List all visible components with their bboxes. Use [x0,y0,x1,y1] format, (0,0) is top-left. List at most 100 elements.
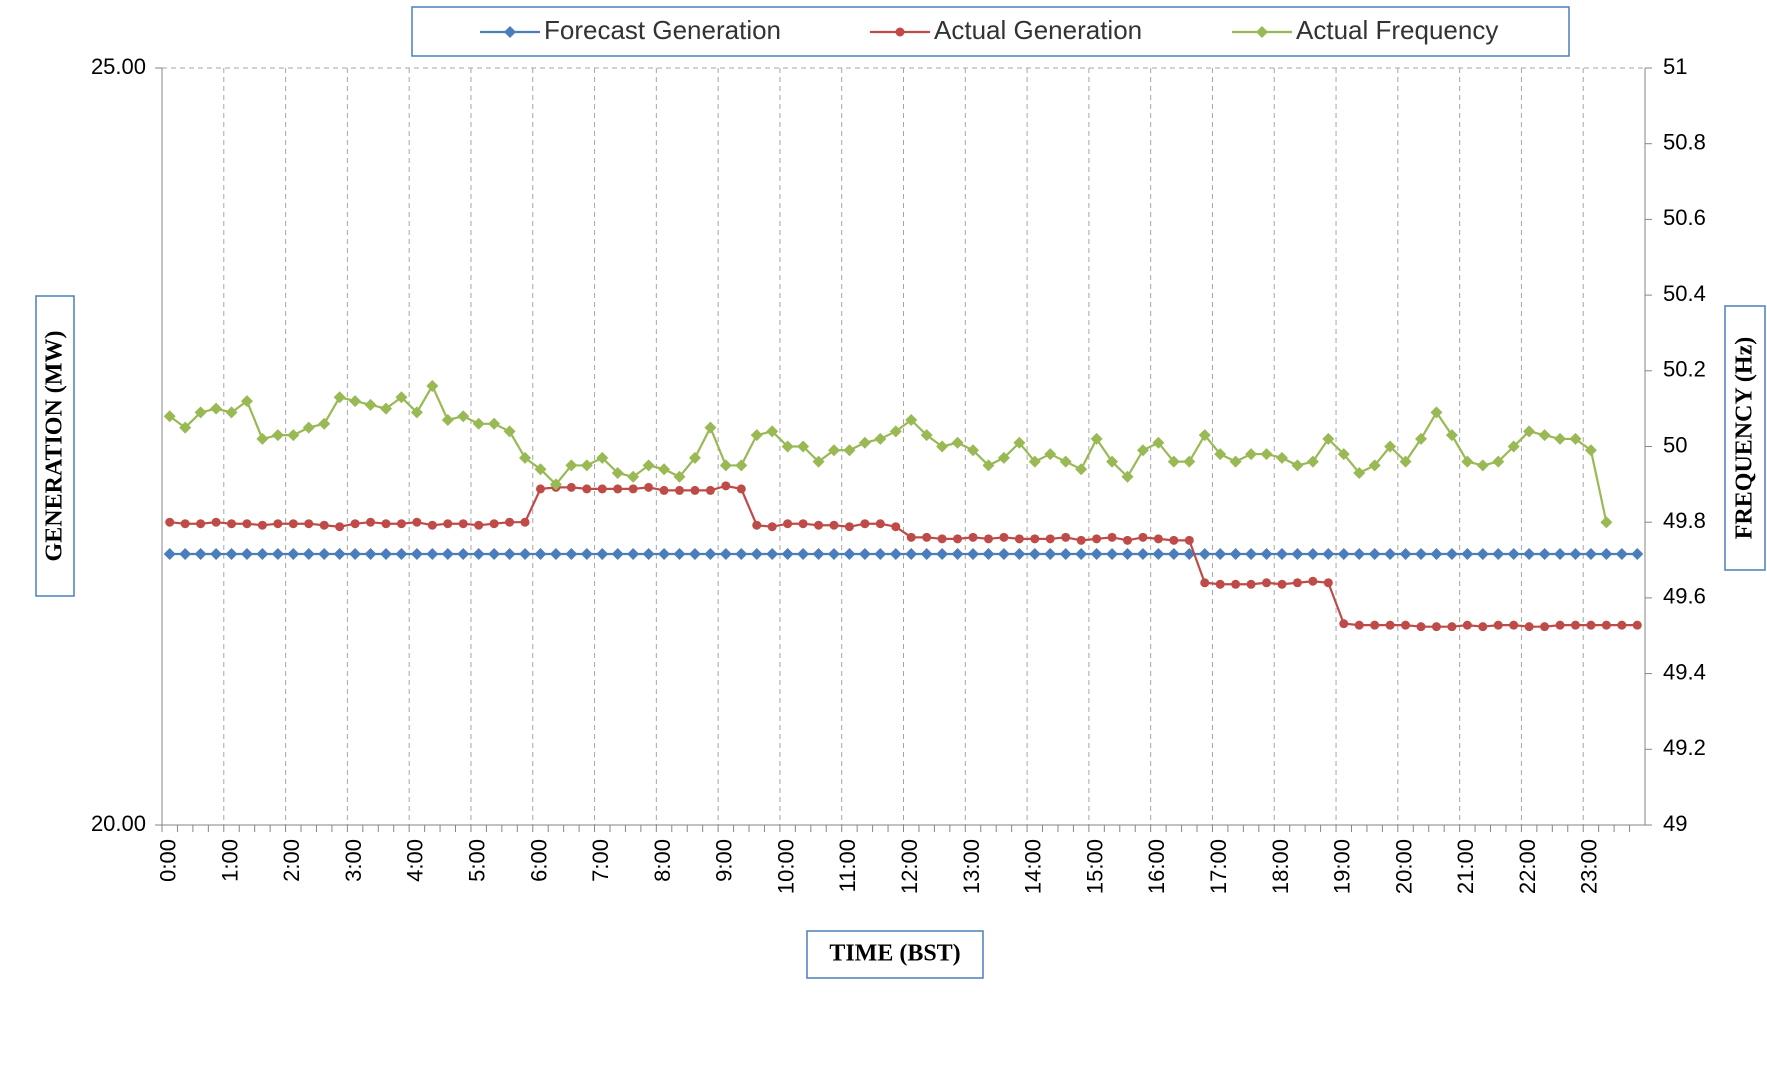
x-tick-label: 13:00 [959,839,984,894]
x-tick-label: 17:00 [1206,839,1231,894]
point [1353,547,1366,560]
point [1167,455,1180,468]
point [318,417,331,430]
point [1523,425,1536,438]
point [1584,547,1597,560]
point [1353,466,1366,479]
point [1200,578,1210,588]
point [814,520,824,530]
point [1323,578,1333,588]
point [1106,547,1119,560]
point [1461,455,1474,468]
point [936,440,949,453]
x-tick-label: 5:00 [464,839,489,882]
y-axis-title: GENERATION (MW) [42,331,68,562]
point [396,519,406,529]
point [1337,547,1350,560]
point [503,425,516,438]
point [1059,455,1072,468]
point [690,485,700,495]
point [535,484,545,494]
x-tick-label: 21:00 [1453,839,1478,894]
point [271,547,284,560]
point [1013,547,1026,560]
point [1478,622,1488,632]
point [489,519,499,529]
y2-axis-title: FREQUENCY (Hz) [1732,337,1758,539]
point [1431,622,1441,632]
point [781,547,794,560]
point [1617,620,1627,630]
point [349,547,362,560]
x-tick-label: 12:00 [897,839,922,894]
point [1183,455,1196,468]
y2-title-box [1724,305,1766,571]
point [1152,547,1165,560]
x-tick-label: 15:00 [1082,839,1107,894]
point [1198,547,1211,560]
point [1399,547,1412,560]
x-tick-label: 20:00 [1391,839,1416,894]
x-tick-label: 6:00 [526,839,551,882]
point [1260,448,1273,461]
point [736,484,746,494]
point [1090,547,1103,560]
point [472,547,485,560]
point [1260,547,1273,560]
point [364,547,377,560]
point [1028,547,1041,560]
point [1136,444,1149,457]
x-tick-label: 18:00 [1268,839,1293,894]
y2-tick-label: 50.6 [1663,205,1706,230]
x-tick-label: 11:00 [835,839,860,892]
point [843,444,856,457]
point [349,395,362,408]
point [1061,532,1071,542]
point [225,406,238,419]
point [812,455,825,468]
point [1013,436,1026,449]
point [1076,535,1086,545]
point [1415,432,1428,445]
point [704,547,717,560]
point [906,532,916,542]
point [781,440,794,453]
point [488,417,501,430]
point [273,519,283,529]
point [1275,547,1288,560]
legend-box [411,6,1570,57]
point [1507,547,1520,560]
point [752,520,762,530]
y-tick-label: 20.00 [91,811,146,836]
point [227,519,237,529]
x-tick-label: 1:00 [217,839,242,882]
point [196,519,206,529]
point [827,444,840,457]
point [302,547,315,560]
point [395,547,408,560]
point [519,451,532,464]
y2-tick-label: 50 [1663,432,1687,457]
point [271,429,284,442]
x-tick-label: 14:00 [1021,839,1046,894]
x-tick-label: 10:00 [773,839,798,894]
point [767,522,777,532]
point [1445,547,1458,560]
x-tick-label: 9:00 [712,839,737,882]
point [750,429,763,442]
point [688,547,701,560]
point [1275,451,1288,464]
point [1277,579,1287,589]
point [1107,532,1117,542]
point [1600,516,1613,529]
y2-tick-label: 49.4 [1663,659,1706,684]
point [395,391,408,404]
point [1030,534,1040,544]
y2-tick-label: 49.6 [1663,584,1706,609]
point [379,547,392,560]
point [1461,547,1474,560]
point [644,482,654,492]
point [1600,547,1613,560]
point [596,451,609,464]
point [812,547,825,560]
